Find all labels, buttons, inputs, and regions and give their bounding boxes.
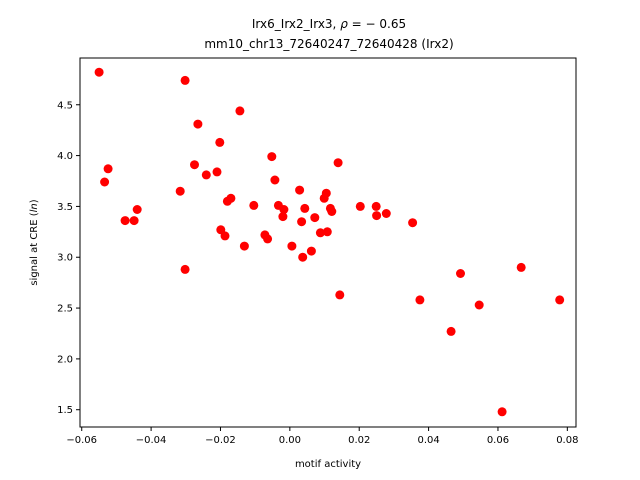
data-point-33: [306, 246, 316, 256]
y-tick-label: 1.5: [57, 405, 73, 416]
data-point-38: [322, 227, 332, 237]
y-tick-label: 3.5: [57, 202, 73, 213]
data-point-35: [315, 228, 325, 238]
data-point-22: [263, 234, 273, 244]
data-point-44: [371, 201, 381, 211]
data-point-4: [129, 216, 139, 226]
data-point-12: [212, 167, 222, 177]
data-point-6: [175, 186, 185, 196]
y-tick-label: 4.5: [57, 100, 73, 111]
data-point-18: [235, 106, 245, 116]
data-point-15: [220, 231, 230, 241]
data-point-19: [239, 241, 249, 251]
data-point-31: [298, 252, 308, 262]
x-tick-label: 0.02: [348, 435, 370, 446]
data-point-8: [180, 264, 190, 274]
data-point-28: [287, 241, 297, 251]
data-point-2: [103, 164, 113, 174]
y-tick-label: 2.5: [57, 304, 73, 315]
x-tick-label: −0.06: [66, 435, 97, 446]
data-points: [94, 67, 565, 417]
data-point-3: [120, 216, 130, 226]
data-point-24: [270, 175, 280, 185]
data-point-48: [415, 295, 425, 305]
data-point-49: [446, 326, 456, 336]
chart-title-line1: Irx6_Irx2_Irx3, ρ = − 0.65: [252, 17, 406, 31]
data-point-43: [355, 201, 365, 211]
y-tick-label: 2.0: [57, 354, 73, 365]
x-tick-label: 0.08: [556, 435, 578, 446]
data-point-51: [474, 300, 484, 310]
data-point-17: [226, 193, 236, 203]
y-tick-label: 4.0: [57, 151, 73, 162]
data-point-29: [295, 185, 305, 195]
x-tick-label: 0.04: [417, 435, 439, 446]
x-axis-ticks: −0.06 −0.04 −0.02 0.00 0.02 0.04 0.06 0.08: [66, 427, 578, 446]
y-axis-ticks: 1.5 2.0 2.5 3.0 3.5 4.0 4.5: [57, 100, 80, 416]
data-point-47: [408, 218, 418, 228]
data-point-41: [333, 158, 343, 168]
data-point-1: [100, 177, 110, 187]
data-point-50: [456, 269, 465, 278]
plot-area-frame: [79, 57, 577, 428]
data-point-13: [215, 137, 225, 147]
x-tick-label: 0.00: [279, 435, 301, 446]
data-point-42: [335, 290, 345, 300]
x-tick-label: −0.02: [205, 435, 236, 446]
y-axis-label: signal at CRE (ln): [29, 199, 40, 285]
data-point-26: [278, 212, 288, 222]
data-point-37: [321, 188, 331, 198]
data-point-34: [310, 213, 320, 223]
x-axis-label: motif activity: [295, 459, 361, 470]
data-point-0: [94, 67, 104, 77]
data-point-23: [267, 152, 277, 162]
data-point-32: [300, 203, 310, 213]
data-point-45: [372, 211, 382, 221]
data-point-40: [327, 207, 337, 216]
y-tick-label: 3.0: [57, 253, 73, 264]
data-point-10: [193, 119, 203, 129]
data-point-5: [132, 205, 142, 214]
x-tick-label: 0.06: [487, 435, 509, 446]
x-tick-label: −0.04: [136, 435, 167, 446]
data-point-46: [381, 209, 391, 218]
data-point-53: [516, 262, 526, 272]
data-point-9: [190, 160, 199, 170]
data-point-54: [555, 295, 565, 305]
data-point-30: [297, 217, 307, 227]
data-point-20: [249, 200, 259, 210]
chart-title-line2: mm10_chr13_72640247_72640428 (Irx2): [204, 37, 453, 51]
data-point-52: [497, 407, 507, 417]
data-point-7: [180, 75, 190, 85]
data-point-11: [201, 170, 211, 180]
data-point-27: [279, 205, 289, 214]
